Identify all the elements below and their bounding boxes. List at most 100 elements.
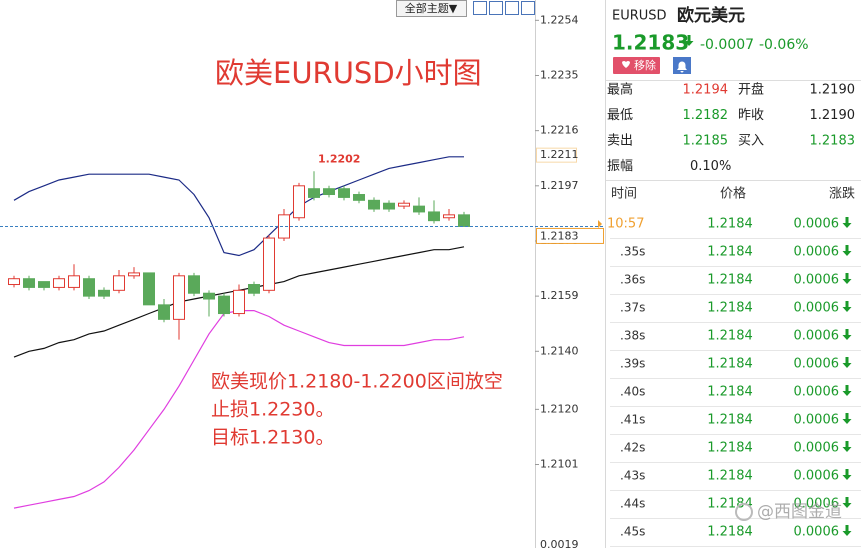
tick-price: 1.2184 [707, 245, 753, 260]
candle-body [233, 289, 245, 315]
candle-body [458, 214, 470, 227]
high-annotation: 1.2202 [318, 152, 360, 165]
current-marker [598, 220, 602, 228]
tick-change: 0.0006 [794, 273, 840, 288]
band-value-box [536, 147, 577, 163]
tick-price: 1.2184 [707, 441, 753, 456]
change-percent: -0.06% [759, 37, 809, 53]
candle-body [428, 211, 440, 222]
candle-body [338, 188, 350, 198]
tick-time: .40s [620, 385, 645, 399]
note-line: 止损1.2230。 [211, 399, 334, 421]
down-arrow [842, 385, 852, 396]
candle-body [248, 284, 260, 294]
watermark: @西图金道 [757, 502, 842, 522]
tick-price: 1.2184 [707, 385, 753, 400]
tick-time: .44s [620, 497, 645, 511]
candle-body [263, 237, 275, 291]
tick-change: 0.0006 [794, 497, 840, 512]
tick-time: .42s [620, 441, 645, 455]
tool-icon[interactable] [505, 1, 519, 15]
candle-body [308, 188, 320, 198]
down-arrow [842, 245, 852, 256]
table-header: 涨跌 [829, 186, 855, 202]
candle-body [413, 205, 425, 213]
down-arrow [842, 441, 852, 452]
theme-button[interactable] [396, 0, 467, 17]
change: -0.0007 [700, 37, 754, 53]
candle-body [128, 272, 140, 277]
candle-body [203, 292, 215, 300]
stat-label: 开盘 [738, 82, 764, 98]
tick-change: 0.0006 [794, 525, 840, 540]
candle-body [323, 188, 335, 196]
heart-icon [622, 60, 630, 68]
tick-change: 0.0006 [794, 329, 840, 344]
candle-body [383, 202, 395, 210]
down-arrow [684, 35, 694, 46]
candle-body [173, 275, 185, 320]
tick-price: 1.2184 [707, 525, 753, 540]
stat-label: 最低 [607, 108, 633, 123]
candle-body [68, 275, 80, 288]
tool-icon[interactable] [473, 1, 487, 15]
tick-time: .35s [620, 245, 645, 259]
tick-change: 0.0006 [794, 441, 840, 456]
y-tick-label: 1.2235 [540, 68, 579, 81]
down-arrow [842, 497, 852, 508]
candle-body [98, 289, 110, 297]
tick-time: .37s [620, 301, 645, 315]
candle-body [8, 278, 20, 286]
tick-change: 0.0006 [794, 357, 840, 372]
stat-label: 买入 [738, 134, 764, 149]
candle-body [443, 214, 455, 219]
candle-body [53, 278, 65, 288]
tick-change: 0.0006 [794, 245, 840, 260]
stat-label: 最高 [607, 82, 633, 98]
y-tick-label: 1.2197 [540, 179, 579, 192]
down-arrow [842, 357, 852, 368]
tick-time: .39s [620, 357, 645, 371]
y-tick-label: 1.2120 [540, 402, 579, 415]
candle-body [83, 278, 95, 297]
stat-value: 0.10% [690, 159, 731, 174]
price: 1.2183 [612, 31, 689, 55]
y-tick-label: 1.2140 [540, 344, 579, 357]
stat-label: 振幅 [607, 159, 633, 174]
candle-body [38, 281, 50, 288]
note-line: 目标1.2130。 [211, 427, 334, 449]
stat-value: 1.2183 [810, 134, 856, 149]
tool-icon[interactable] [489, 1, 503, 15]
tick-price: 1.2184 [707, 357, 753, 372]
tick-price: 1.2184 [707, 497, 753, 512]
down-arrow [842, 469, 852, 480]
volume-axis-label: 0.0019 [540, 538, 579, 548]
down-arrow [842, 217, 852, 228]
tick-price: 1.2184 [707, 469, 753, 484]
band-line [13, 156, 464, 257]
tick-change: 0.0006 [794, 469, 840, 484]
y-tick-label: 1.2159 [540, 289, 579, 302]
candle-body [218, 295, 230, 315]
bell-icon [677, 61, 687, 73]
tick-time: .36s [620, 273, 645, 287]
remove-label[interactable]: 移除 [634, 58, 656, 72]
tick-price: 1.2184 [707, 413, 753, 428]
theme-button-label[interactable]: 全部主题▼ [405, 1, 458, 15]
tick-price: 1.2184 [707, 301, 753, 316]
candle-body [278, 214, 290, 239]
stat-label: 卖出 [607, 134, 633, 149]
candle-body [23, 278, 35, 288]
tick-time: .41s [620, 413, 645, 427]
table-header: 时间 [611, 187, 637, 202]
tick-price: 1.2184 [707, 217, 753, 232]
stat-value: 1.2190 [810, 83, 856, 98]
tool-icon[interactable] [521, 1, 535, 15]
tick-change: 0.0006 [794, 301, 840, 316]
candle-body [368, 199, 380, 210]
tick-time: .43s [620, 469, 645, 483]
tick-change: 0.0006 [794, 217, 840, 232]
down-arrow [842, 273, 852, 284]
tick-time: .45s [620, 525, 645, 539]
